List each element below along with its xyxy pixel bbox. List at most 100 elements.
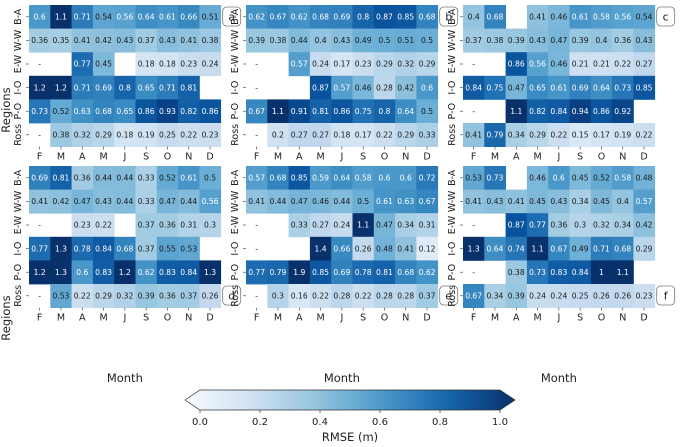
heatmap-cell xyxy=(114,75,136,100)
cell-value-label: 0.4 xyxy=(315,36,327,45)
cell-value-label: 0.23 xyxy=(202,131,219,140)
heatmap-cell xyxy=(309,236,332,261)
cell-value-label: 0.39 xyxy=(508,36,525,45)
cell-value-label: 1.1 xyxy=(510,107,522,116)
cell-value-label: 0.69 xyxy=(572,83,589,92)
heatmap-cell xyxy=(569,213,592,238)
missing-marker: - xyxy=(38,221,41,230)
heatmap-cell xyxy=(331,28,353,53)
heatmap-cell xyxy=(331,166,353,190)
month-tick-label: O xyxy=(164,152,171,163)
cell-value-label: 0.28 xyxy=(397,292,414,301)
month-tick-label: O xyxy=(381,152,388,163)
heatmap-cell xyxy=(373,52,396,77)
heatmap-cell xyxy=(331,99,353,124)
month-tick-label: M xyxy=(491,313,499,324)
heatmap-cell xyxy=(505,28,528,53)
cell-value-label: 1.2 xyxy=(55,83,67,92)
cell-value-label: 0.34 xyxy=(397,221,414,230)
heatmap-cell xyxy=(331,236,353,261)
heatmap-cell xyxy=(29,260,51,285)
cell-value-label: 0.15 xyxy=(572,131,589,140)
heatmap-cell xyxy=(526,5,549,29)
month-tick-label: F xyxy=(471,313,476,324)
cell-value-label: 0.44 xyxy=(116,174,133,183)
heatmap-cell xyxy=(395,28,417,53)
cell-value-label: 0.47 xyxy=(159,197,176,206)
region-tick-label: W-W xyxy=(13,190,24,212)
cell-value-label: 0.22 xyxy=(312,292,329,301)
cell-value-label: 1.3 xyxy=(55,244,67,253)
heatmap-cell xyxy=(548,28,570,53)
cell-value-label: 0.43 xyxy=(636,36,653,45)
heatmap-cell xyxy=(288,5,311,29)
heatmap-cell xyxy=(395,236,417,261)
heatmap-cell xyxy=(178,213,200,238)
heatmap-cell xyxy=(548,189,570,214)
cell-value-label: 0.65 xyxy=(529,83,546,92)
heatmap-cell xyxy=(50,28,72,53)
region-tick-label: Ross xyxy=(230,285,241,307)
heatmap-cell xyxy=(50,284,72,308)
cell-value-label: 0.5 xyxy=(378,36,390,45)
missing-marker: - xyxy=(255,292,258,301)
cell-value-label: 0.33 xyxy=(291,221,308,230)
cell-value-label: 0.56 xyxy=(116,13,133,22)
cell-value-label: 0.43 xyxy=(529,36,546,45)
heatmap-cell xyxy=(309,260,332,285)
cell-value-label: 0.25 xyxy=(572,292,589,301)
heatmap-cell xyxy=(505,213,528,238)
heatmap-cell xyxy=(612,99,634,124)
heatmap-cell xyxy=(114,5,136,29)
cell-value-label: 0.33 xyxy=(138,197,155,206)
cell-value-label: 0.3 xyxy=(574,221,586,230)
cell-value-label: 0.63 xyxy=(74,107,91,116)
panel-letter-box xyxy=(656,6,676,27)
cell-value-label: 0.82 xyxy=(180,107,197,116)
heatmap-cell xyxy=(267,5,289,29)
heatmap-cell xyxy=(114,284,136,308)
cell-value-label: 0.86 xyxy=(333,107,350,116)
month-tick-label: D xyxy=(206,313,213,324)
cell-value-label: 1.2 xyxy=(34,268,46,277)
cell-value-label: 0.29 xyxy=(95,292,112,301)
heatmap-cell xyxy=(50,99,72,124)
x-axis-titles: Month Month Month xyxy=(107,371,577,385)
heatmap-cell xyxy=(373,260,396,285)
heatmap-cell xyxy=(612,166,634,190)
heatmap-cell xyxy=(526,166,549,190)
heatmap-cell xyxy=(156,236,179,261)
heatmap-cell xyxy=(92,123,115,147)
cell-value-label: 0.77 xyxy=(248,268,265,277)
cell-value-label: 0.66 xyxy=(333,244,350,253)
cell-value-label: 0.38 xyxy=(486,36,503,45)
missing-marker: - xyxy=(38,60,41,69)
heatmap-cell xyxy=(135,99,158,124)
colorbar-tick-label: 0.6 xyxy=(372,417,388,428)
month-tick-label: A xyxy=(296,152,303,163)
cell-value-label: 0.44 xyxy=(333,197,350,206)
cell-value-label: 0.49 xyxy=(355,36,372,45)
heatmap-cell xyxy=(92,75,115,100)
cell-value-label: 0.24 xyxy=(202,60,219,69)
cell-value-label: 0.45 xyxy=(593,197,610,206)
cell-value-label: 0.17 xyxy=(593,131,610,140)
month-tick-label: M xyxy=(274,313,282,324)
heatmap-cell xyxy=(416,236,439,261)
cell-value-label: 0.68 xyxy=(312,13,329,22)
heatmap-cell xyxy=(463,236,485,261)
cell-value-label: 0.42 xyxy=(95,36,112,45)
cell-value-label: 0.73 xyxy=(31,107,48,116)
cell-value-label: 1.1 xyxy=(55,13,67,22)
cell-value-label: 0.68 xyxy=(486,13,503,22)
heatmap-cell xyxy=(29,166,51,190)
heatmap-cell xyxy=(633,236,656,261)
month-tick-label: M xyxy=(316,152,324,163)
month-tick-label: D xyxy=(423,313,430,324)
cell-value-label: 0.6 xyxy=(400,174,412,183)
heatmap-cell xyxy=(395,189,417,214)
heatmap-cell xyxy=(526,75,549,100)
heatmap-cell xyxy=(352,236,375,261)
heatmap-cell xyxy=(590,236,613,261)
heatmap-cell xyxy=(288,28,311,53)
